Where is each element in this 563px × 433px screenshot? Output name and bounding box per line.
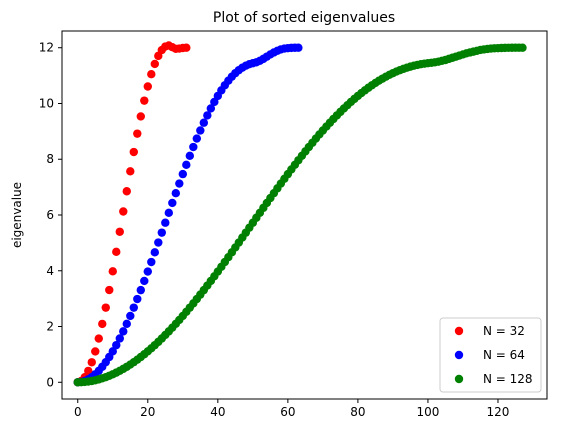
data-point (518, 43, 527, 52)
data-point (157, 228, 166, 237)
data-point (150, 248, 159, 257)
data-point (119, 207, 128, 216)
x-axis: 0 20 40 60 80 100 120 (74, 399, 509, 419)
data-point (143, 82, 152, 91)
data-point (199, 118, 209, 127)
y-axis: 0 2 4 6 8 10 12 (39, 41, 62, 389)
data-point (161, 218, 170, 227)
y-tick-label: 6 (46, 208, 54, 222)
data-point (101, 303, 110, 312)
legend-label: N = 64 (483, 348, 525, 362)
legend-marker (454, 374, 464, 384)
data-point (115, 334, 124, 343)
data-point (108, 347, 117, 356)
data-point (150, 59, 159, 69)
legend-item: N = 128 (454, 372, 533, 386)
series-1 (73, 43, 303, 387)
y-tick-label: 4 (46, 264, 54, 278)
legend-box (439, 317, 542, 393)
data-point (154, 238, 163, 247)
data-point (294, 43, 303, 52)
data-point (122, 319, 131, 329)
data-point (182, 43, 191, 52)
data-point (108, 267, 117, 276)
y-tick-label: 2 (46, 320, 54, 334)
data-point (98, 319, 107, 329)
legend-label: N = 32 (483, 324, 525, 338)
data-point (119, 327, 128, 336)
data-point (171, 189, 181, 198)
data-point (129, 147, 138, 157)
legend-marker (454, 350, 464, 360)
data-point (115, 227, 124, 236)
legend-item: N = 64 (454, 348, 525, 362)
data-point (136, 285, 145, 295)
data-point (189, 142, 198, 152)
data-point (91, 347, 100, 356)
x-tick-label: 40 (210, 405, 225, 419)
y-tick-label: 12 (39, 41, 54, 55)
data-point (147, 70, 156, 79)
data-point (122, 187, 131, 196)
data-point (94, 334, 103, 343)
data-point (87, 358, 96, 367)
data-point (126, 311, 135, 321)
y-tick-label: 8 (46, 152, 54, 166)
data-point (192, 134, 202, 143)
data-point (136, 112, 145, 121)
data-point (140, 96, 149, 105)
x-tick-label: 0 (74, 405, 82, 419)
y-tick-label: 0 (46, 375, 54, 389)
x-tick-label: 80 (350, 405, 365, 419)
legend: N = 32 N = 64 N = 128 (439, 317, 542, 393)
x-tick-label: 20 (140, 405, 155, 419)
x-tick-label: 120 (487, 405, 510, 419)
data-point (143, 267, 152, 276)
x-tick-label: 100 (416, 405, 439, 419)
data-point (182, 160, 191, 170)
data-point (164, 208, 174, 218)
legend-item: N = 32 (454, 324, 525, 338)
data-point (196, 126, 205, 135)
legend-label: N = 128 (483, 372, 533, 386)
plot-area (73, 41, 527, 387)
data-point (140, 276, 149, 286)
data-point (133, 294, 142, 304)
data-point (168, 198, 177, 208)
data-point (126, 167, 135, 176)
data-point (129, 303, 138, 312)
data-point (175, 179, 184, 188)
data-point (147, 257, 156, 267)
data-point (84, 366, 93, 376)
data-point (203, 111, 212, 120)
data-point (112, 340, 121, 350)
data-point (206, 104, 216, 113)
legend-marker (454, 326, 464, 336)
x-tick-label: 60 (280, 405, 295, 419)
data-point (178, 169, 188, 179)
chart-title: Plot of sorted eigenvalues (213, 10, 395, 26)
series-2 (73, 43, 527, 387)
data-point (133, 129, 142, 138)
y-tick-label: 10 (39, 96, 54, 110)
data-point (105, 285, 114, 295)
data-point (112, 247, 121, 257)
data-point (185, 151, 195, 160)
y-axis-label: eigenvalue (10, 182, 24, 248)
